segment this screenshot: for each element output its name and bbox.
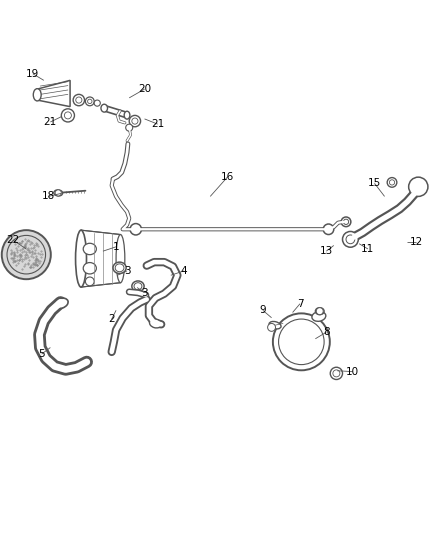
Circle shape (126, 124, 133, 131)
Circle shape (273, 313, 330, 370)
Circle shape (333, 370, 340, 377)
Circle shape (85, 97, 94, 106)
Text: 12: 12 (410, 237, 423, 247)
Circle shape (412, 180, 425, 193)
Text: 8: 8 (323, 327, 330, 337)
Circle shape (88, 99, 92, 103)
Text: 9: 9 (259, 305, 266, 316)
Ellipse shape (116, 235, 125, 282)
Text: 21: 21 (44, 117, 57, 127)
Polygon shape (81, 230, 120, 287)
Ellipse shape (33, 88, 41, 101)
Text: 20: 20 (138, 84, 151, 94)
Ellipse shape (54, 190, 63, 196)
Circle shape (343, 231, 358, 247)
Ellipse shape (149, 319, 162, 328)
Polygon shape (37, 80, 70, 107)
Circle shape (268, 324, 276, 332)
Ellipse shape (315, 308, 324, 314)
Text: 13: 13 (320, 246, 333, 256)
Circle shape (346, 235, 355, 244)
Circle shape (389, 180, 395, 185)
Text: 16: 16 (221, 172, 234, 182)
Text: 3: 3 (124, 266, 131, 276)
Ellipse shape (55, 298, 68, 309)
Circle shape (316, 308, 323, 314)
Text: 3: 3 (141, 288, 148, 298)
Ellipse shape (83, 243, 96, 255)
Text: 7: 7 (297, 298, 304, 309)
Circle shape (73, 94, 85, 106)
Circle shape (343, 219, 349, 224)
Circle shape (341, 217, 351, 227)
Ellipse shape (76, 230, 86, 287)
Circle shape (55, 190, 61, 196)
Circle shape (85, 277, 94, 286)
Circle shape (409, 177, 428, 197)
Ellipse shape (101, 104, 107, 112)
Circle shape (330, 367, 343, 379)
Text: 22: 22 (7, 235, 20, 245)
Ellipse shape (113, 262, 126, 273)
Ellipse shape (134, 282, 142, 290)
Circle shape (76, 97, 82, 103)
Circle shape (61, 109, 74, 122)
Circle shape (387, 177, 397, 187)
Text: 4: 4 (180, 266, 187, 276)
Circle shape (2, 230, 51, 279)
Ellipse shape (132, 281, 144, 292)
Circle shape (129, 115, 141, 127)
Circle shape (64, 112, 71, 119)
Text: 19: 19 (26, 69, 39, 79)
Ellipse shape (269, 321, 281, 329)
Text: 11: 11 (361, 244, 374, 254)
Ellipse shape (312, 311, 326, 321)
Ellipse shape (124, 111, 130, 119)
Text: 21: 21 (151, 119, 164, 129)
Circle shape (94, 100, 100, 106)
Text: 2: 2 (108, 314, 115, 324)
Ellipse shape (115, 264, 124, 272)
Text: 18: 18 (42, 191, 55, 201)
Circle shape (7, 236, 46, 274)
Text: 10: 10 (346, 367, 359, 377)
Circle shape (132, 118, 138, 124)
Ellipse shape (83, 263, 96, 274)
Circle shape (323, 224, 334, 235)
Text: 5: 5 (38, 349, 45, 359)
Circle shape (279, 319, 324, 365)
Text: 15: 15 (368, 178, 381, 188)
Circle shape (130, 223, 141, 235)
Text: 1: 1 (113, 242, 120, 252)
